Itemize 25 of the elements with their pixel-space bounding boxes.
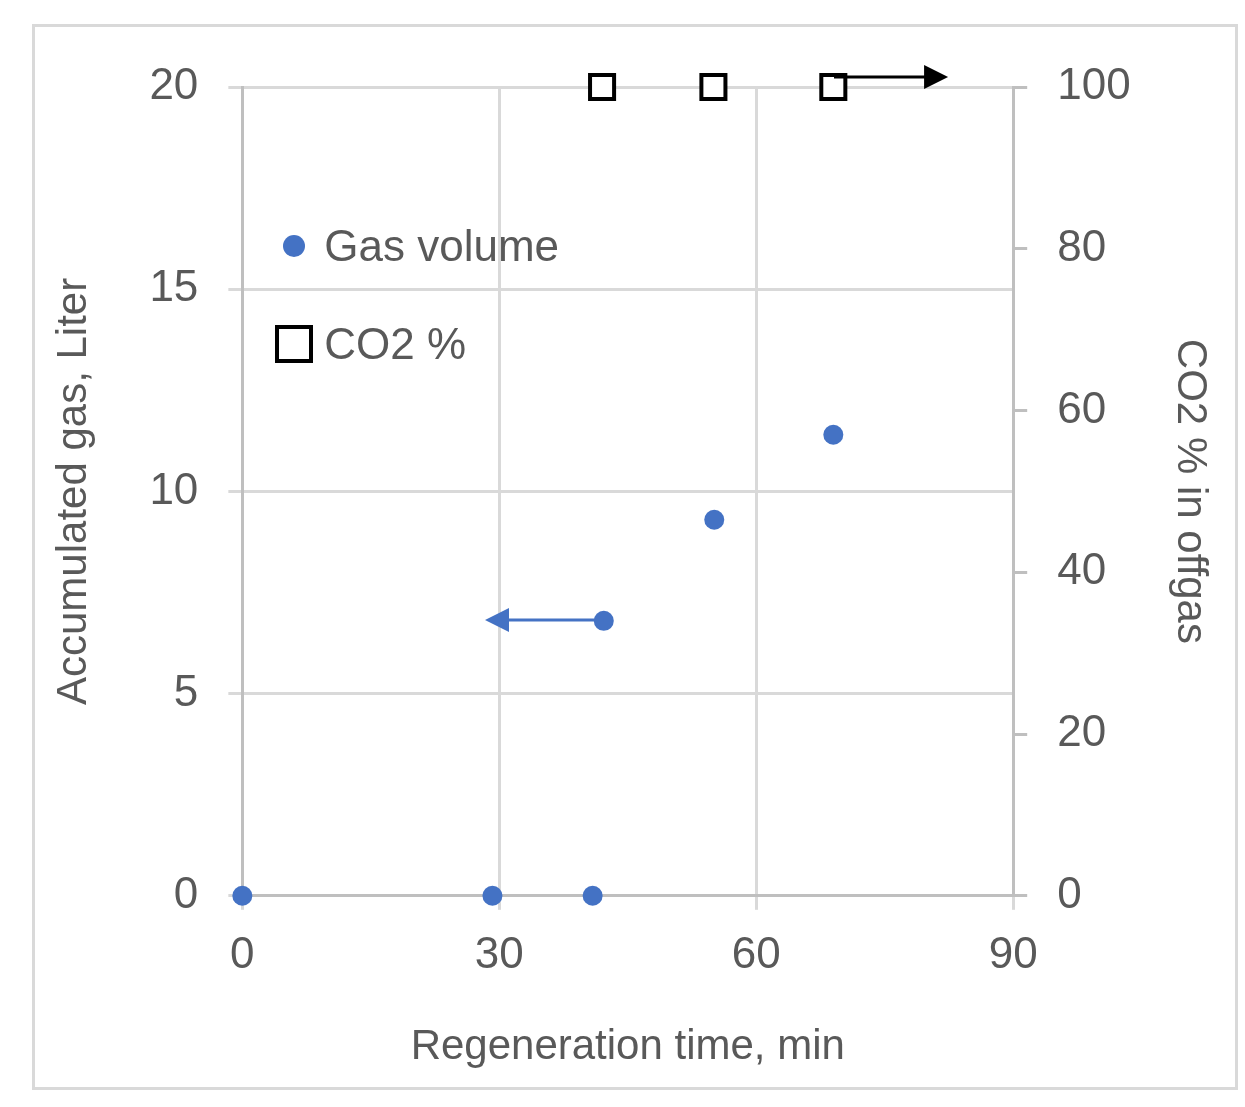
y2-tick-label: 100 bbox=[1057, 59, 1131, 109]
point bbox=[582, 885, 603, 906]
legend-label: Gas volume bbox=[324, 221, 560, 271]
x-axis-title: Regeneration time, min bbox=[410, 1021, 845, 1069]
y2-tick-label: 40 bbox=[1057, 544, 1107, 594]
y2-axis-title: CO2 % in offgas bbox=[1169, 338, 1217, 644]
y2-tick-label: 60 bbox=[1057, 382, 1107, 432]
y-tick-label: 0 bbox=[173, 867, 199, 917]
y-tick-label: 5 bbox=[173, 665, 199, 715]
x-tick-label: 90 bbox=[988, 928, 1038, 978]
y2-tick-label: 0 bbox=[1057, 867, 1082, 917]
y-tick-label: 20 bbox=[149, 59, 199, 109]
y-tick-label: 15 bbox=[149, 261, 199, 311]
x-tick-label: 0 bbox=[230, 928, 255, 978]
x-tick-label: 30 bbox=[474, 928, 524, 978]
point bbox=[823, 424, 844, 445]
point bbox=[232, 885, 253, 906]
y-axis-title: Accumulated gas, Liter bbox=[47, 277, 95, 706]
y2-tick-label: 80 bbox=[1057, 220, 1107, 270]
legend-label: CO2 % bbox=[324, 319, 467, 369]
y2-tick-label: 20 bbox=[1057, 706, 1107, 756]
x-tick-label: 60 bbox=[731, 928, 781, 978]
point bbox=[704, 509, 725, 530]
y-tick-label: 10 bbox=[149, 463, 199, 513]
point bbox=[482, 885, 503, 906]
